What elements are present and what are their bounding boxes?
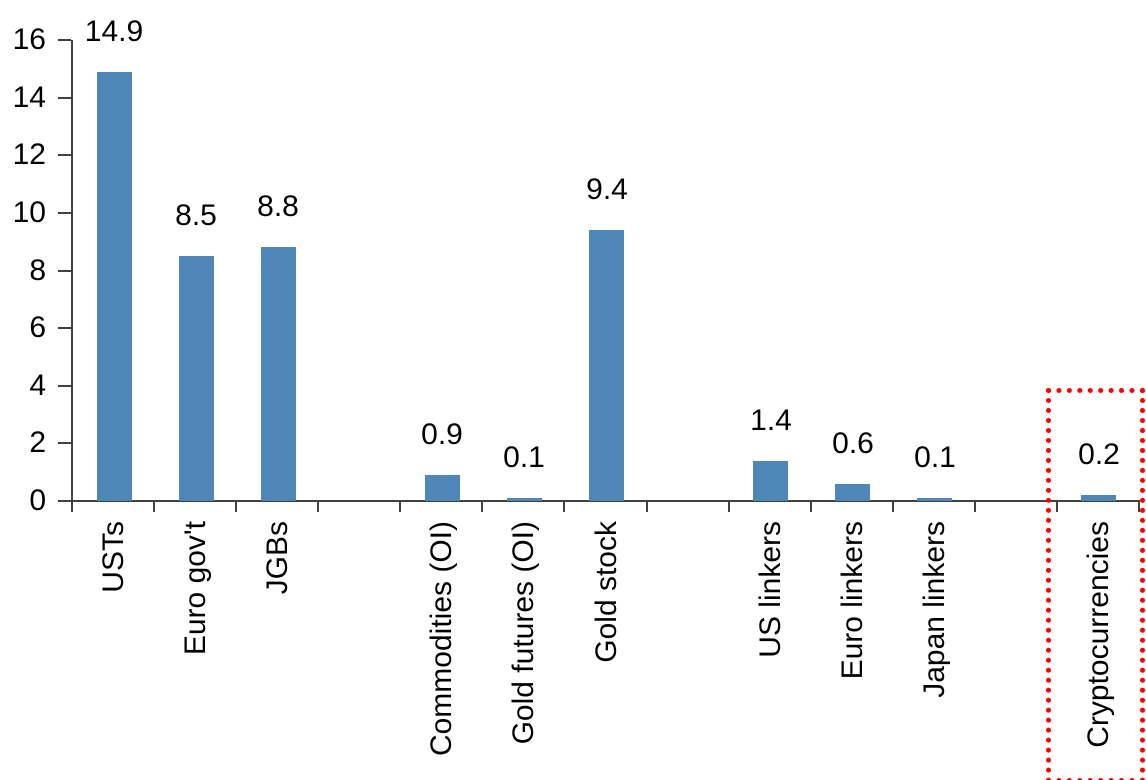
x-axis-tick [563,501,565,512]
x-axis-tick [974,501,976,512]
bar-value-label: 8.5 [175,199,217,232]
x-axis-tick [481,501,483,512]
category-label: Commodities (OI) [425,521,458,757]
highlight-box [1046,388,1145,780]
y-axis-line [71,40,73,503]
bar-value-label: 0.9 [421,418,463,451]
x-axis-line [71,500,1140,502]
y-tick-label: 8 [29,253,46,287]
y-tick-label: 14 [12,80,46,114]
bar [917,498,952,501]
category-label: Euro gov't [179,521,212,656]
x-axis-tick [1138,501,1140,512]
bar-value-label: 0.6 [832,427,874,460]
bar-value-label: 14.9 [84,15,144,48]
category-label: Euro linkers [836,521,869,680]
category-label: Gold stock [590,521,623,663]
y-axis-tick [58,269,71,272]
x-axis-tick [153,501,155,512]
bar [753,460,788,501]
x-axis-tick [317,501,319,512]
x-axis-tick [399,501,401,512]
x-axis-tick [728,501,730,512]
y-tick-label: 4 [29,368,46,402]
category-label: Japan linkers [918,521,951,698]
y-tick-label: 10 [12,195,46,229]
bar [97,71,132,501]
y-axis-tick [58,39,71,41]
y-axis-tick [58,96,71,99]
bar-value-label: 1.4 [750,404,792,437]
bar-value-label: 0.2 [1078,438,1120,471]
bar-value-label: 0.1 [503,441,545,474]
bar [507,498,542,501]
category-label: USTs [97,521,130,593]
y-tick-label: 16 [12,23,46,56]
x-axis-tick [892,501,894,512]
y-axis-tick [58,442,71,445]
y-axis-tick [58,211,71,214]
x-axis-tick [1056,501,1058,512]
bar [179,256,214,501]
x-axis-tick [235,501,237,512]
bar-value-label: 8.8 [257,190,299,223]
category-label: US linkers [754,521,787,658]
y-axis-tick [58,384,71,387]
x-axis-tick [646,501,648,512]
y-tick-label: 2 [29,426,46,460]
y-axis-tick [58,500,71,502]
bar [589,230,624,501]
category-label: JGBs [261,521,294,595]
y-tick-label: 6 [29,311,46,345]
bar-value-label: 9.4 [586,173,628,206]
x-axis-tick [71,501,73,512]
y-tick-label: 0 [29,484,46,517]
bar [1081,495,1116,501]
y-tick-label: 12 [12,138,46,172]
y-axis-tick [58,154,71,157]
bar-value-label: 0.1 [914,441,956,474]
x-axis-tick [810,501,812,512]
y-axis-tick [58,327,71,330]
bar [261,247,296,501]
bar [835,483,870,501]
category-label: Gold futures (OI) [507,521,540,745]
bar [425,475,460,501]
